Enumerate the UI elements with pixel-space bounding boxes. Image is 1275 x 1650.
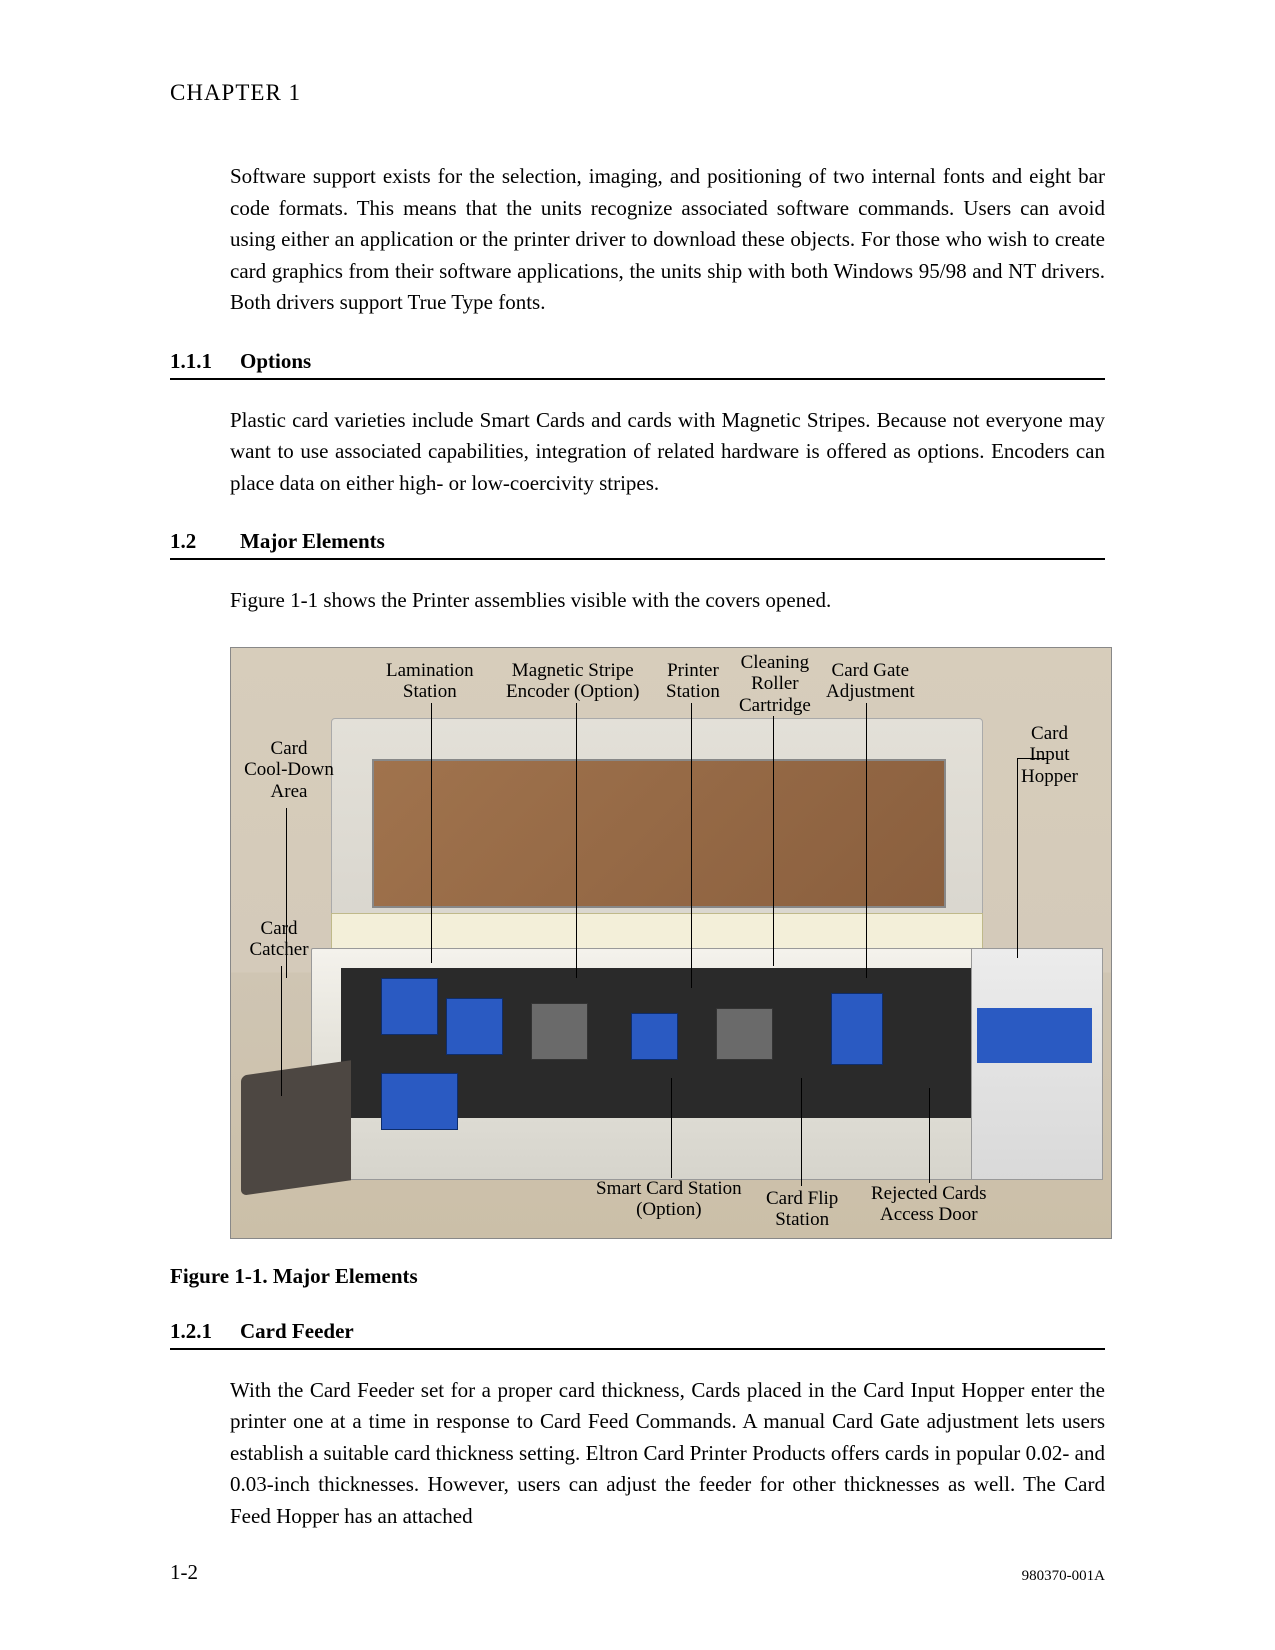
- section-heading-card-feeder: 1.2.1 Card Feeder: [170, 1319, 1105, 1350]
- section-number: 1.1.1: [170, 349, 220, 374]
- leader-line: [1017, 758, 1018, 958]
- leader-line: [691, 703, 692, 988]
- label-card-gate: Card GateAdjustment: [826, 660, 915, 704]
- leader-line: [866, 703, 867, 978]
- label-smart-card: Smart Card Station(Option): [596, 1178, 742, 1222]
- figure-1-1: LaminationStation Magnetic StripeEncoder…: [230, 647, 1112, 1239]
- section-title: Major Elements: [240, 529, 385, 554]
- module-grey: [531, 1003, 588, 1060]
- document-id: 980370-001A: [1022, 1568, 1105, 1585]
- label-card-catcher: CardCatcher: [239, 918, 319, 962]
- section-heading-options: 1.1.1 Options: [170, 349, 1105, 380]
- module-blue: [446, 998, 503, 1055]
- page: CHAPTER 1 Software support exists for th…: [0, 0, 1275, 1650]
- label-cleaning-roller: CleaningRollerCartridge: [739, 652, 811, 718]
- card-input-hopper-body: [971, 948, 1103, 1180]
- leader-line: [671, 1078, 672, 1178]
- module-blue: [381, 1073, 458, 1130]
- label-card-input-hopper: CardInputHopper: [1021, 723, 1078, 789]
- leader-line: [286, 808, 287, 978]
- leader-line: [1017, 758, 1047, 759]
- leader-line: [929, 1088, 930, 1183]
- module-grey: [716, 1008, 773, 1060]
- leader-line: [773, 716, 774, 966]
- label-magnetic-stripe: Magnetic StripeEncoder (Option): [506, 660, 639, 704]
- module-blue: [831, 993, 883, 1065]
- leader-line: [576, 703, 577, 978]
- major-elements-intro: Figure 1-1 shows the Printer assemblies …: [230, 585, 1105, 617]
- section-heading-major-elements: 1.2 Major Elements: [170, 529, 1105, 560]
- page-number: 1-2: [170, 1560, 198, 1585]
- module-blue: [381, 978, 438, 1035]
- label-rejected-cards: Rejected CardsAccess Door: [871, 1183, 987, 1227]
- card-feeder-paragraph: With the Card Feeder set for a proper ca…: [230, 1375, 1105, 1533]
- leader-line: [281, 966, 282, 1096]
- hopper-brand-band: [977, 1008, 1092, 1063]
- label-lamination-station: LaminationStation: [386, 660, 474, 704]
- label-card-flip: Card FlipStation: [766, 1188, 838, 1232]
- card-catcher-tray: [241, 1060, 351, 1195]
- options-paragraph: Plastic card varieties include Smart Car…: [230, 405, 1105, 500]
- section-title: Card Feeder: [240, 1319, 354, 1344]
- intro-paragraph: Software support exists for the selectio…: [230, 161, 1105, 319]
- label-printer-station: PrinterStation: [666, 660, 720, 704]
- chapter-header: CHAPTER 1: [170, 80, 1105, 106]
- section-number: 1.2.1: [170, 1319, 220, 1344]
- module-blue: [631, 1013, 678, 1060]
- leader-line: [801, 1078, 802, 1186]
- figure-caption: Figure 1-1. Major Elements: [170, 1264, 1105, 1289]
- leader-line: [431, 703, 432, 963]
- section-title: Options: [240, 349, 311, 374]
- lid-window: [372, 759, 946, 908]
- section-number: 1.2: [170, 529, 220, 554]
- label-card-cooldown: CardCool-DownArea: [239, 738, 339, 804]
